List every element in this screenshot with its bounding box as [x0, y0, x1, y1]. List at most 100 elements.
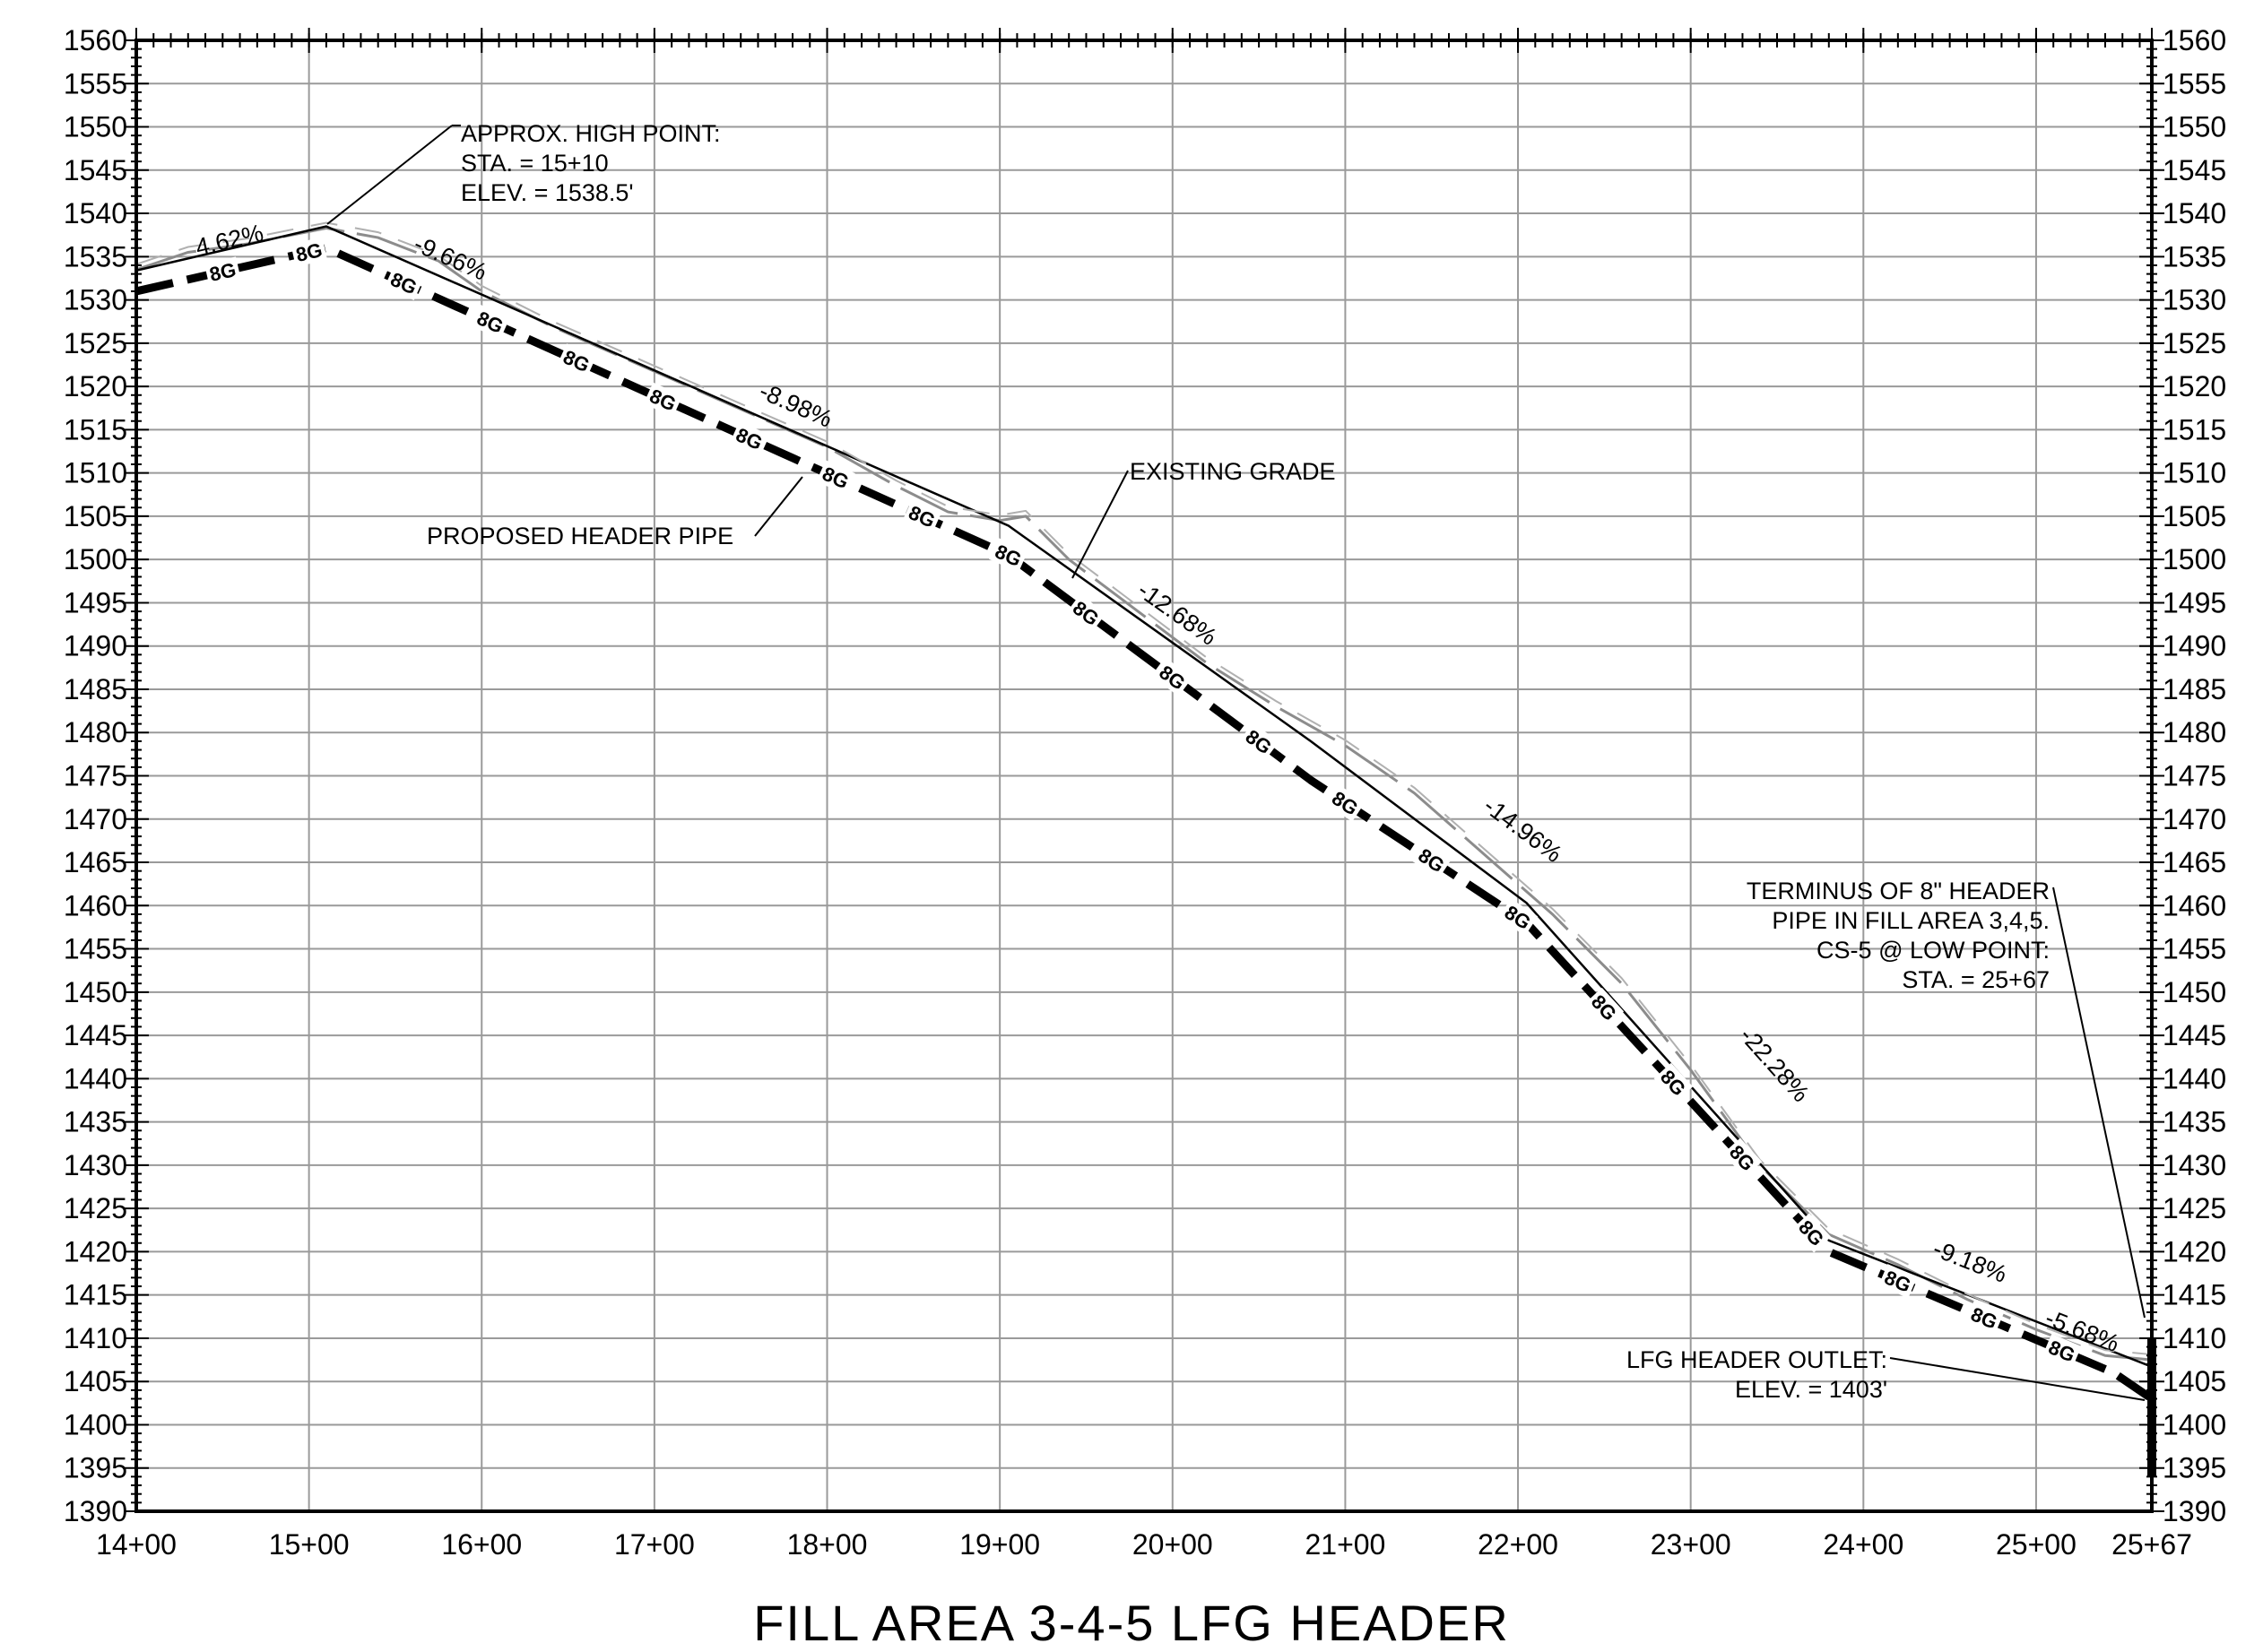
series-proposed-grade	[135, 225, 2153, 1368]
pipe-label-bg	[1653, 1062, 1694, 1103]
y-tick-label-right: 1495	[2163, 586, 2226, 618]
x-tick-label: 19+00	[959, 1528, 1040, 1561]
y-tick-label-left: 1550	[64, 111, 127, 143]
y-tick-label-left: 1415	[64, 1279, 127, 1311]
pipe-label: 8G	[207, 258, 238, 286]
high-point-leader	[326, 125, 453, 225]
y-tick-label-right: 1520	[2163, 370, 2226, 402]
y-tick-label-left: 1490	[64, 630, 127, 662]
y-tick-label-right: 1390	[2163, 1495, 2226, 1527]
x-tick-label: 20+00	[1132, 1528, 1213, 1561]
slope-label: 4.62%	[193, 220, 265, 262]
outlet-label: LFG HEADER OUTLET:	[1626, 1346, 1887, 1373]
y-tick-label-right: 1560	[2163, 24, 2226, 56]
x-tick-label: 21+00	[1305, 1528, 1385, 1561]
pipe-label-bg	[1152, 658, 1192, 696]
y-tick-label-right: 1440	[2163, 1062, 2226, 1094]
y-tick-label-right: 1420	[2163, 1235, 2226, 1267]
pipe-label-bg	[1325, 784, 1366, 822]
y-tick-label-right: 1470	[2163, 803, 2226, 835]
y-tick-label-left: 1560	[64, 24, 127, 56]
pipe-label-bg	[989, 538, 1028, 573]
y-tick-label-left: 1460	[64, 889, 127, 921]
header-pipe-label: PROPOSED HEADER PIPE	[427, 523, 733, 549]
y-tick-label-left: 1425	[64, 1192, 127, 1224]
y-tick-label-left: 1530	[64, 284, 127, 316]
y-tick-label-right: 1485	[2163, 673, 2226, 705]
y-tick-label-left: 1455	[64, 933, 127, 965]
x-tick-label: 22+00	[1478, 1528, 1558, 1561]
pipe-label-bg	[384, 265, 424, 300]
x-tick-label: 18+00	[787, 1528, 868, 1561]
y-tick-label-left: 1525	[64, 327, 127, 359]
y-tick-label-right: 1430	[2163, 1149, 2226, 1181]
y-tick-label-right: 1410	[2163, 1322, 2226, 1354]
terminus-line-4: STA. = 25+67	[1902, 966, 2050, 993]
y-tick-label-left: 1515	[64, 413, 127, 445]
pipe-label-bg	[902, 498, 942, 534]
pipe-label-bg	[730, 420, 769, 456]
y-tick-label-right: 1395	[2163, 1452, 2226, 1484]
pipe-label-bg	[1964, 1301, 2004, 1336]
high-point-label: APPROX. HIGH POINT:	[461, 120, 721, 147]
y-tick-label-right: 1450	[2163, 976, 2226, 1008]
pipe-label-bg	[1722, 1137, 1763, 1178]
y-tick-label-right: 1500	[2163, 543, 2226, 575]
y-tick-label-right: 1445	[2163, 1019, 2226, 1051]
y-tick-label-left: 1420	[64, 1235, 127, 1267]
terminus-leader	[2052, 887, 2146, 1319]
header-pipe-leader	[754, 476, 803, 537]
pipe-label-bg	[2042, 1333, 2082, 1368]
y-tick-label-right: 1510	[2163, 457, 2226, 489]
y-tick-label-right: 1480	[2163, 716, 2226, 748]
y-tick-label-right: 1535	[2163, 240, 2226, 272]
terminus-line-2: PIPE IN FILL AREA 3,4,5.	[1772, 907, 2050, 934]
x-tick-label: 16+00	[441, 1528, 522, 1561]
tick-layer: 1390 1390 1395 1395 1400 1400 1405 1405 1410 1410…	[64, 24, 2226, 1561]
y-tick-label-right: 1435	[2163, 1106, 2226, 1138]
pipe-label-bg	[1584, 987, 1625, 1027]
pipe-label-bg	[643, 382, 683, 418]
y-tick-label-left: 1465	[64, 846, 127, 878]
y-tick-label-right: 1530	[2163, 284, 2226, 316]
y-tick-label-left: 1440	[64, 1062, 127, 1094]
x-tick-label: 14+00	[96, 1528, 177, 1561]
pipe-label-bg	[816, 460, 855, 495]
y-tick-label-right: 1555	[2163, 67, 2226, 99]
y-tick-label-right: 1540	[2163, 197, 2226, 229]
y-tick-label-left: 1430	[64, 1149, 127, 1181]
y-tick-label-left: 1475	[64, 760, 127, 792]
y-tick-label-left: 1510	[64, 457, 127, 489]
y-tick-label-right: 1475	[2163, 760, 2226, 792]
y-tick-label-left: 1390	[64, 1495, 127, 1527]
terminus-line-1: TERMINUS OF 8" HEADER	[1747, 878, 2050, 904]
y-tick-label-left: 1495	[64, 586, 127, 618]
pipe-label-bg	[204, 256, 241, 287]
y-tick-label-left: 1485	[64, 673, 127, 705]
pipe-label-bg	[290, 237, 328, 267]
y-tick-label-right: 1425	[2163, 1192, 2226, 1224]
y-tick-label-right: 1545	[2163, 154, 2226, 186]
terminus-line-3: CS-5 @ LOW POINT:	[1816, 937, 2050, 964]
x-tick-label: 23+00	[1651, 1528, 1731, 1561]
chart-title: FILL AREA 3-4-5 LFG HEADER	[753, 1595, 1510, 1651]
y-tick-label-left: 1400	[64, 1408, 127, 1440]
outlet-leader	[1889, 1357, 2146, 1401]
pipe-label-bg	[1791, 1213, 1832, 1253]
y-tick-label-left: 1535	[64, 240, 127, 272]
pipe-label-bg	[1497, 898, 1539, 937]
y-tick-label-left: 1520	[64, 370, 127, 402]
y-tick-label-left: 1410	[64, 1322, 127, 1354]
x-tick-label: 25+00	[1996, 1528, 2077, 1561]
y-tick-label-right: 1460	[2163, 889, 2226, 921]
annotation-layer: APPROX. HIGH POINT: STA. = 15+10 ELEV. =…	[326, 120, 2146, 1403]
y-tick-label-right: 1490	[2163, 630, 2226, 662]
slope-label: -9.66%	[410, 230, 490, 286]
y-tick-label-right: 1415	[2163, 1279, 2226, 1311]
high-point-station: STA. = 15+10	[461, 150, 609, 177]
y-tick-label-left: 1505	[64, 500, 127, 532]
y-tick-label-left: 1480	[64, 716, 127, 748]
y-tick-label-right: 1400	[2163, 1408, 2226, 1440]
slope-label: -9.18%	[1929, 1235, 2011, 1288]
